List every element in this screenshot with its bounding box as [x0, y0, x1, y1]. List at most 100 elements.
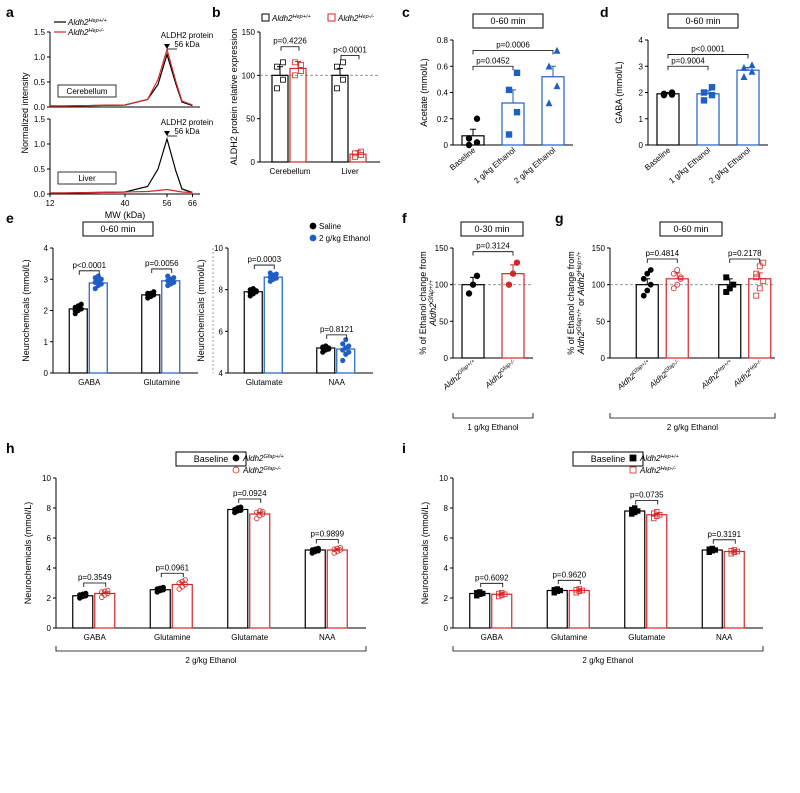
- svg-text:ALDH2 protein relative express: ALDH2 protein relative expression: [229, 29, 239, 166]
- svg-text:p<0.0001: p<0.0001: [72, 261, 106, 270]
- panel-i-chart: BaselineAldh2Hep+/+Aldh2Hep-/-0246810GAB…: [415, 448, 790, 778]
- svg-text:2 g/kg Ethanol: 2 g/kg Ethanol: [185, 656, 236, 665]
- svg-text:56 kDa: 56 kDa: [174, 40, 200, 49]
- svg-text:Aldh2Gfap+/+: Aldh2Gfap+/+: [441, 358, 479, 392]
- svg-text:Aldh2Hep-/-: Aldh2Hep-/-: [639, 466, 676, 475]
- panel-g-chart: 0-60 min050100150Aldh2Gfap+/+Aldh2Gfap-/…: [568, 218, 793, 433]
- svg-text:p=0.4226: p=0.4226: [273, 37, 307, 46]
- svg-text:1: 1: [639, 115, 644, 124]
- svg-text:4: 4: [444, 564, 449, 573]
- svg-text:1.5: 1.5: [34, 115, 46, 124]
- svg-text:Baseline: Baseline: [643, 145, 673, 172]
- svg-text:0-30 min: 0-30 min: [474, 224, 509, 234]
- svg-text:100: 100: [435, 281, 449, 290]
- svg-text:Glutamate: Glutamate: [231, 633, 268, 642]
- svg-text:12: 12: [46, 199, 55, 208]
- svg-text:0-60 min: 0-60 min: [673, 224, 708, 234]
- svg-text:Baseline: Baseline: [194, 454, 229, 464]
- svg-text:2 g/kg Ethanol: 2 g/kg Ethanol: [667, 423, 718, 432]
- svg-text:Neurochemicals (mmol/L): Neurochemicals (mmol/L): [420, 502, 430, 605]
- panel-e-chart: 0-60 minSaline2 g/kg Ethanol01234GABAp<0…: [18, 218, 393, 433]
- svg-text:Glutamine: Glutamine: [551, 633, 588, 642]
- svg-text:0: 0: [47, 624, 52, 633]
- svg-text:NAA: NAA: [329, 378, 346, 387]
- panel-g-label: g: [555, 210, 564, 226]
- svg-text:0: 0: [444, 354, 449, 363]
- svg-text:Baseline: Baseline: [448, 145, 478, 172]
- panel-a-chart: 0.00.51.01.5CerebellumALDH2 protein56 kD…: [18, 10, 206, 200]
- svg-text:p=0.0056: p=0.0056: [145, 259, 179, 268]
- svg-text:Aldh2Hep-/-: Aldh2Hep-/-: [67, 28, 104, 37]
- svg-text:100: 100: [242, 71, 256, 80]
- svg-text:50: 50: [246, 115, 255, 124]
- svg-text:0: 0: [444, 141, 449, 150]
- svg-text:50: 50: [439, 317, 448, 326]
- svg-text:0.5: 0.5: [34, 165, 46, 174]
- svg-text:150: 150: [592, 244, 606, 253]
- panel-a-label: a: [6, 4, 14, 20]
- svg-text:p=0.0735: p=0.0735: [630, 491, 664, 500]
- svg-text:1: 1: [44, 338, 49, 347]
- svg-text:Cerebellum: Cerebellum: [67, 87, 108, 96]
- svg-text:2: 2: [639, 89, 644, 98]
- panel-h-chart: BaselineAldh2Gfap+/+Aldh2Gfap-/-0246810G…: [18, 448, 393, 778]
- svg-text:p=0.9899: p=0.9899: [310, 530, 344, 539]
- svg-text:1 g/kg Ethanol: 1 g/kg Ethanol: [667, 145, 712, 185]
- svg-text:66: 66: [188, 199, 197, 208]
- svg-text:1.0: 1.0: [34, 53, 46, 62]
- svg-text:p<0.0001: p<0.0001: [333, 45, 367, 54]
- svg-text:2: 2: [47, 594, 52, 603]
- svg-text:Aldh2Gfap+/+: Aldh2Gfap+/+: [242, 454, 284, 463]
- svg-text:ALDH2 protein: ALDH2 protein: [161, 31, 213, 40]
- svg-text:Aldh2Hep+/+: Aldh2Hep+/+: [639, 454, 680, 463]
- svg-text:0.5: 0.5: [34, 78, 46, 87]
- svg-text:1 g/kg Ethanol: 1 g/kg Ethanol: [472, 145, 517, 185]
- svg-text:Neurochemicals (mmol/L): Neurochemicals (mmol/L): [21, 259, 31, 362]
- svg-text:p=0.3124: p=0.3124: [476, 242, 510, 251]
- svg-text:p=0.0961: p=0.0961: [155, 563, 189, 572]
- svg-text:1 g/kg Ethanol: 1 g/kg Ethanol: [467, 423, 518, 432]
- svg-text:p=0.9620: p=0.9620: [552, 570, 586, 579]
- svg-text:0-60 min: 0-60 min: [490, 16, 525, 26]
- panel-h-label: h: [6, 440, 15, 456]
- svg-text:0.0: 0.0: [34, 190, 46, 199]
- svg-text:40: 40: [121, 199, 130, 208]
- svg-text:NAA: NAA: [319, 633, 336, 642]
- svg-text:2: 2: [44, 307, 49, 316]
- svg-text:Aldh2Hep-/-: Aldh2Hep-/-: [337, 14, 374, 23]
- svg-text:4: 4: [639, 36, 644, 45]
- svg-text:Normalized intensity: Normalized intensity: [20, 72, 30, 154]
- panel-c-chart: 0-60 min00.20.40.60.8Baseline1 g/kg Etha…: [415, 10, 590, 200]
- svg-text:6: 6: [444, 534, 449, 543]
- svg-text:8: 8: [219, 286, 224, 295]
- svg-text:Baseline: Baseline: [591, 454, 626, 464]
- svg-text:Aldh2Hep+/+: Aldh2Hep+/+: [699, 358, 736, 391]
- svg-text:0: 0: [601, 354, 606, 363]
- svg-text:Aldh2Gfap-/-: Aldh2Gfap-/-: [242, 466, 281, 475]
- svg-text:10: 10: [439, 474, 448, 483]
- svg-text:p<0.0001: p<0.0001: [691, 44, 725, 53]
- svg-text:Aldh2Gfap+/+: Aldh2Gfap+/+: [615, 358, 653, 392]
- svg-text:Glutamine: Glutamine: [144, 378, 181, 387]
- svg-text:50: 50: [596, 317, 605, 326]
- svg-text:150: 150: [435, 244, 449, 253]
- panel-f-label: f: [402, 210, 407, 226]
- svg-text:8: 8: [444, 504, 449, 513]
- svg-text:% of Ethanol change fromAldh2G: % of Ethanol change fromAldh2Gfap+/+: [418, 251, 438, 355]
- panel-c-label: c: [402, 4, 410, 20]
- svg-text:Liver: Liver: [341, 167, 359, 176]
- svg-text:p=0.3549: p=0.3549: [78, 573, 112, 582]
- panel-b-chart: 050100150Cerebellump=0.4226Liverp<0.0001…: [225, 10, 395, 200]
- svg-text:GABA: GABA: [481, 633, 504, 642]
- svg-text:Saline: Saline: [319, 222, 342, 231]
- svg-text:100: 100: [592, 281, 606, 290]
- svg-text:Aldh2Hep+/+: Aldh2Hep+/+: [67, 18, 108, 27]
- svg-text:10: 10: [214, 244, 223, 253]
- svg-text:p=0.9004: p=0.9004: [671, 56, 705, 65]
- svg-text:150: 150: [242, 28, 256, 37]
- svg-text:4: 4: [47, 564, 52, 573]
- svg-text:0: 0: [444, 624, 449, 633]
- svg-text:0-60 min: 0-60 min: [100, 224, 135, 234]
- svg-text:1.0: 1.0: [34, 140, 46, 149]
- svg-text:Glutamine: Glutamine: [154, 633, 191, 642]
